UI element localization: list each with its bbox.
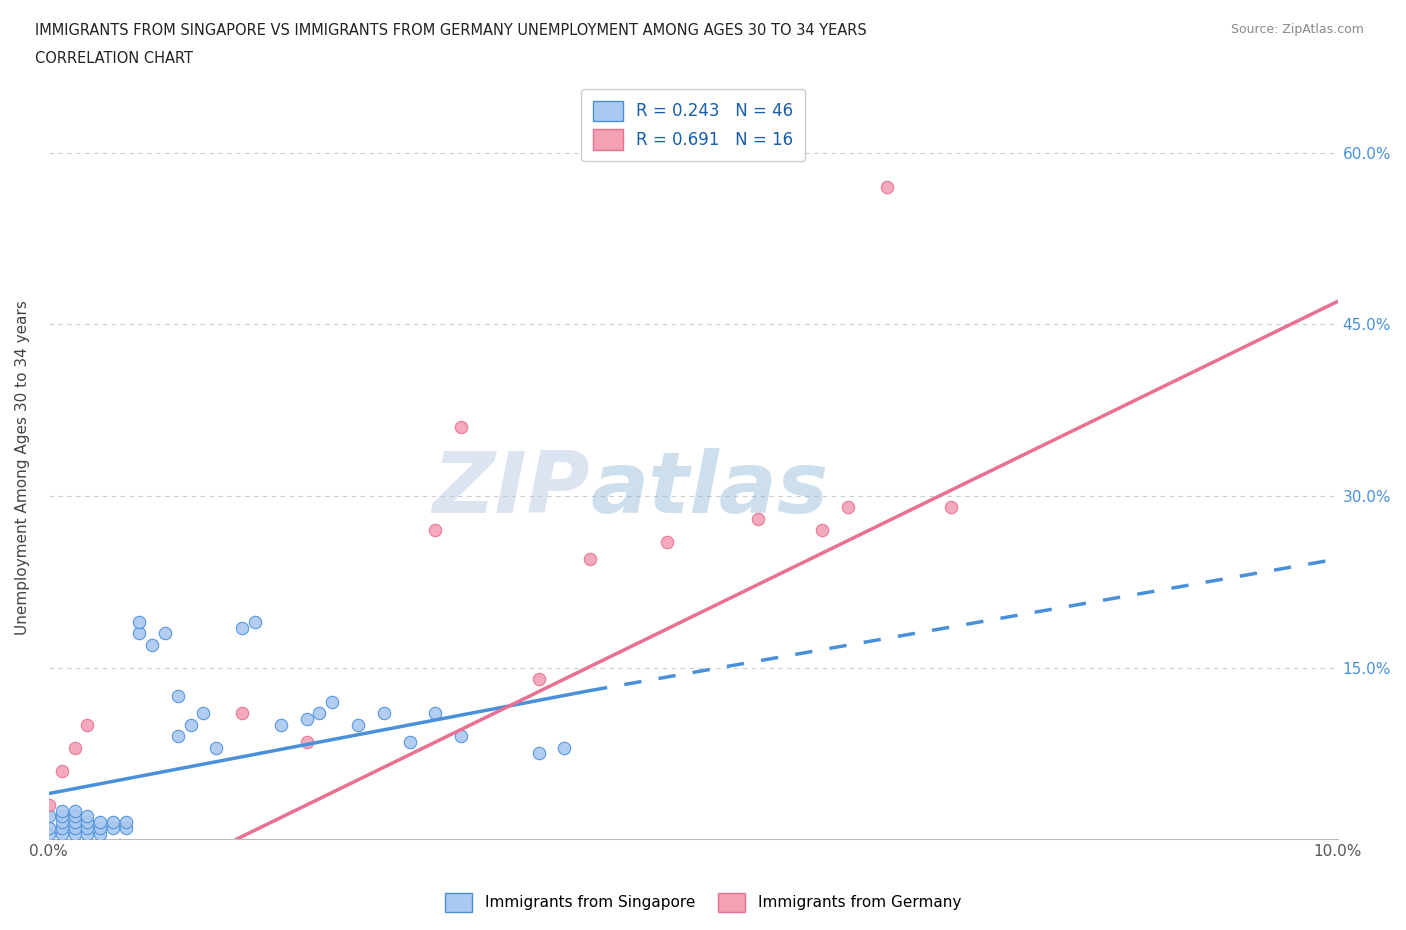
Point xyxy=(51,826,73,841)
Point xyxy=(425,706,447,721)
Point xyxy=(128,615,150,630)
Point xyxy=(166,689,188,704)
Point xyxy=(811,523,834,538)
Y-axis label: Unemployment Among Ages 30 to 34 years: Unemployment Among Ages 30 to 34 years xyxy=(15,300,30,635)
Point xyxy=(76,826,98,841)
Point xyxy=(231,620,253,635)
Point xyxy=(63,820,86,835)
Text: ZIP: ZIP xyxy=(433,448,591,531)
Point xyxy=(939,500,962,515)
Point xyxy=(837,500,859,515)
Point xyxy=(308,706,330,721)
Point xyxy=(63,804,86,818)
Point xyxy=(527,671,550,686)
Point xyxy=(51,815,73,830)
Point xyxy=(180,717,202,732)
Point xyxy=(876,179,898,194)
Point xyxy=(76,820,98,835)
Point xyxy=(295,735,318,750)
Point xyxy=(51,804,73,818)
Point xyxy=(76,815,98,830)
Point xyxy=(398,735,420,750)
Point xyxy=(321,695,343,710)
Point xyxy=(347,717,370,732)
Point xyxy=(103,820,125,835)
Point xyxy=(243,615,266,630)
Point xyxy=(450,729,472,744)
Point xyxy=(76,717,98,732)
Point xyxy=(76,809,98,824)
Text: IMMIGRANTS FROM SINGAPORE VS IMMIGRANTS FROM GERMANY UNEMPLOYMENT AMONG AGES 30 : IMMIGRANTS FROM SINGAPORE VS IMMIGRANTS … xyxy=(35,23,868,38)
Point xyxy=(51,820,73,835)
Point xyxy=(89,826,111,841)
Point xyxy=(527,746,550,761)
Point xyxy=(450,419,472,434)
Point xyxy=(657,535,679,550)
Point xyxy=(38,820,60,835)
Point xyxy=(373,706,395,721)
Point xyxy=(63,740,86,755)
Point xyxy=(205,740,228,755)
Point xyxy=(89,820,111,835)
Point xyxy=(295,711,318,726)
Text: CORRELATION CHART: CORRELATION CHART xyxy=(35,51,193,66)
Point xyxy=(128,626,150,641)
Point xyxy=(425,523,447,538)
Point xyxy=(166,729,188,744)
Point xyxy=(103,815,125,830)
Point xyxy=(193,706,215,721)
Legend: R = 0.243   N = 46, R = 0.691   N = 16: R = 0.243 N = 46, R = 0.691 N = 16 xyxy=(581,89,806,161)
Point xyxy=(153,626,176,641)
Point xyxy=(553,740,575,755)
Point xyxy=(115,820,138,835)
Text: Source: ZipAtlas.com: Source: ZipAtlas.com xyxy=(1230,23,1364,36)
Point xyxy=(51,809,73,824)
Point xyxy=(63,809,86,824)
Legend: Immigrants from Singapore, Immigrants from Germany: Immigrants from Singapore, Immigrants fr… xyxy=(439,887,967,918)
Point xyxy=(51,764,73,778)
Point xyxy=(63,815,86,830)
Point xyxy=(38,826,60,841)
Point xyxy=(63,826,86,841)
Point xyxy=(38,809,60,824)
Point xyxy=(747,512,769,526)
Point xyxy=(579,551,602,566)
Point xyxy=(89,815,111,830)
Point xyxy=(231,706,253,721)
Point xyxy=(141,637,163,652)
Text: atlas: atlas xyxy=(591,448,828,531)
Point xyxy=(115,815,138,830)
Point xyxy=(270,717,292,732)
Point xyxy=(38,798,60,813)
